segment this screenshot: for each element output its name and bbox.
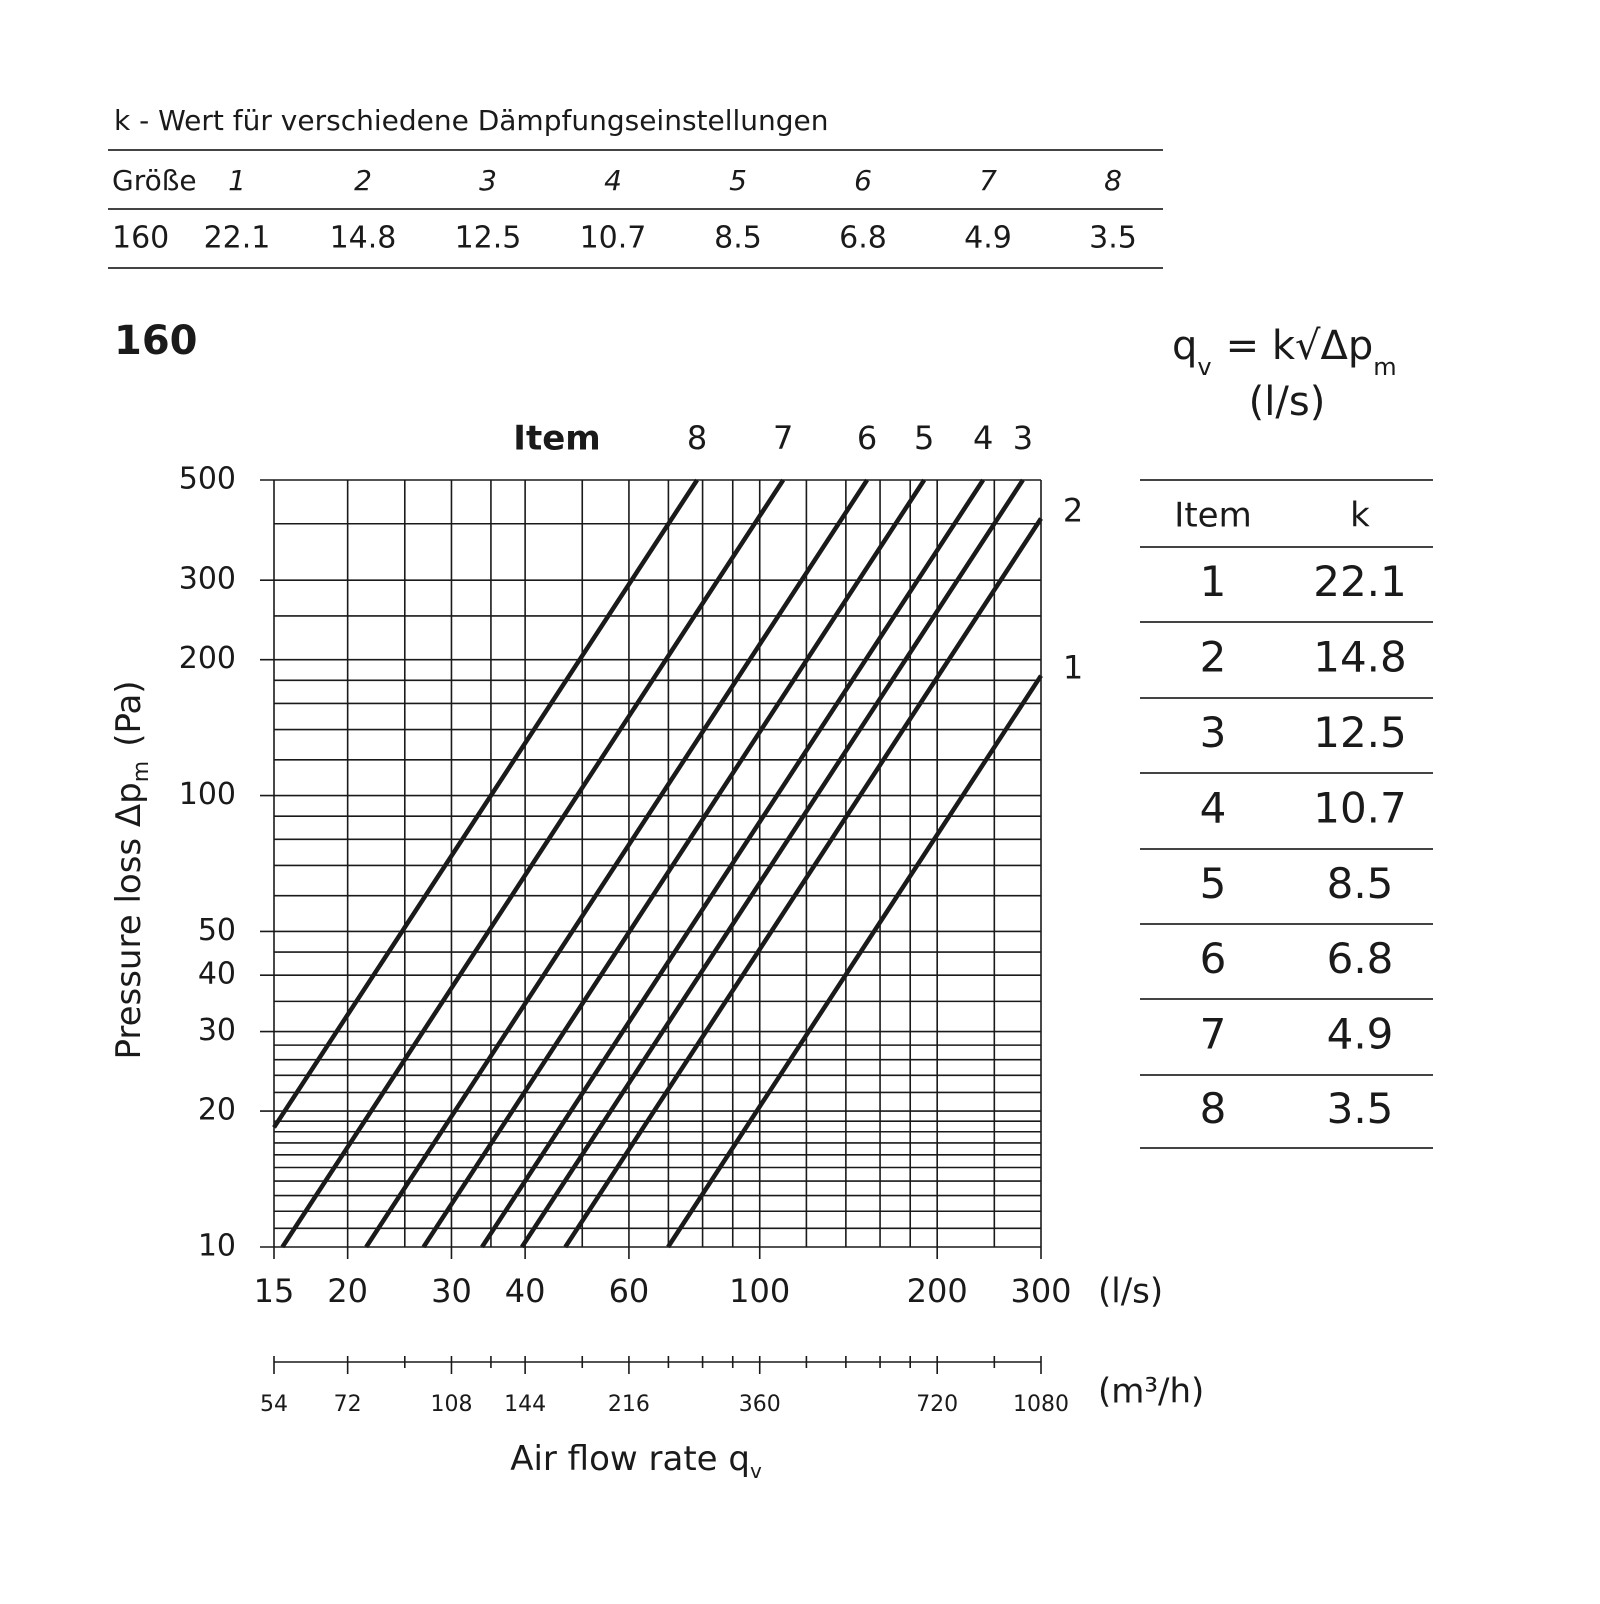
item-table-cell: 10.7 [1313,784,1407,833]
item-table-cell: 6 [1200,934,1227,983]
k-table-header: 5 [729,164,747,197]
k-table-header: 7 [979,164,997,197]
k-table-cell: 22.1 [204,221,271,256]
x-axis-label: Air flow rate qv [510,1439,762,1483]
x2-tick-label: 360 [739,1392,781,1417]
y-tick-label: 10 [198,1229,236,1264]
x-tick-label: 40 [505,1272,546,1310]
y-label-sub: m [129,761,154,782]
x-tick-label: 100 [729,1272,790,1310]
formula-q: q [1172,323,1197,369]
x-tick-label: 20 [327,1272,368,1310]
series-label: 4 [973,419,993,457]
series-line [520,478,1025,1249]
y-tick-label: 200 [179,641,236,676]
x-unit: (l/s) [1098,1272,1163,1312]
k-table-cell: 10.7 [580,221,647,256]
y-tick-label: 40 [198,957,236,992]
series-heading: Item [513,419,600,459]
k-table-header: 2 [354,164,372,197]
series-label: 5 [914,419,934,457]
k-table-header: 8 [1104,164,1122,197]
y-tick-label: 50 [198,913,236,948]
series-line [480,478,986,1249]
item-table-cell: 3.5 [1327,1084,1394,1133]
y-tick-label: 30 [198,1013,236,1048]
series-line [563,517,1043,1249]
formula-rest: = k√Δp [1226,323,1374,369]
y-tick-label: 100 [179,777,236,812]
item-table-cell: 5 [1200,859,1227,908]
item-table-header: k [1350,496,1370,536]
formula-q-sub: v [1197,353,1211,381]
item-table-cell: 22.1 [1313,557,1407,606]
k-table-header: 3 [479,164,497,197]
k-table-cell: 12.5 [455,221,522,256]
y-tick-label: 20 [198,1093,236,1128]
x-tick-label: 300 [1010,1272,1071,1310]
series-label: 2 [1063,491,1083,529]
item-table-cell: 6.8 [1327,934,1394,983]
series-label: 7 [773,419,793,457]
y-label-unit: (Pa) [109,680,149,746]
x2-tick-label: 1080 [1013,1392,1069,1417]
k-table-cell: 6.8 [839,221,887,256]
k-table-cell: 14.8 [330,221,397,256]
k-table-cell: 160 [112,221,169,256]
series-label: 8 [687,419,707,457]
x-tick-label: 60 [609,1272,650,1310]
series-line [421,478,927,1249]
formula-rest-sub: m [1373,353,1396,381]
item-table-cell: 12.5 [1313,708,1407,757]
item-table-cell: 4 [1200,784,1227,833]
series-line [666,674,1043,1249]
y-tick-label: 300 [179,562,236,597]
x2-tick-label: 144 [504,1392,546,1417]
size-title: 160 [114,318,198,364]
series-line [364,478,869,1249]
item-table-cell: 8.5 [1327,859,1394,908]
series-label: 3 [1013,419,1033,457]
series-line [272,478,699,1129]
k-table-header: 6 [854,164,872,197]
x2-tick-label: 720 [916,1392,958,1417]
x2-tick-label: 72 [334,1392,362,1417]
y-tick-label: 500 [179,462,236,497]
formula-unit: (l/s) [1249,379,1326,425]
k-table-title: k - Wert für verschiedene Dämpfungseinst… [114,104,829,137]
k-table-header: 4 [604,164,622,197]
k-table-cell: 3.5 [1089,221,1137,256]
x-tick-label: 30 [431,1272,472,1310]
item-table-cell: 7 [1200,1010,1227,1059]
series-line [280,478,786,1249]
k-table-cell: 8.5 [714,221,762,256]
item-table-cell: 14.8 [1313,633,1407,682]
k-table-header: Größe [112,164,197,197]
item-table-cell: 4.9 [1327,1010,1394,1059]
item-table-cell: 3 [1200,708,1227,757]
k-table-cell: 4.9 [964,221,1012,256]
series-label: 1 [1063,649,1083,687]
x-tick-label: 15 [254,1272,295,1310]
x-label-sub: v [750,1459,762,1483]
series-label: 6 [857,419,877,457]
item-table-cell: 8 [1200,1084,1227,1133]
item-table-cell: 2 [1200,633,1227,682]
item-table-cell: 1 [1200,557,1227,606]
x2-tick-label: 54 [260,1392,288,1417]
formula: qv = k√Δpm [1172,323,1397,381]
y-axis-label: Pressure loss Δpm (Pa) [109,680,155,1059]
k-table-header: 1 [228,164,246,197]
x2-tick-label: 108 [430,1392,472,1417]
item-table-header: Item [1174,496,1251,536]
x2-tick-label: 216 [608,1392,650,1417]
x-tick-label: 200 [907,1272,968,1310]
x-label-text: Air flow rate q [510,1439,750,1479]
y-label-text: Pressure loss Δp [109,782,149,1059]
x2-unit: (m³/h) [1098,1372,1204,1412]
